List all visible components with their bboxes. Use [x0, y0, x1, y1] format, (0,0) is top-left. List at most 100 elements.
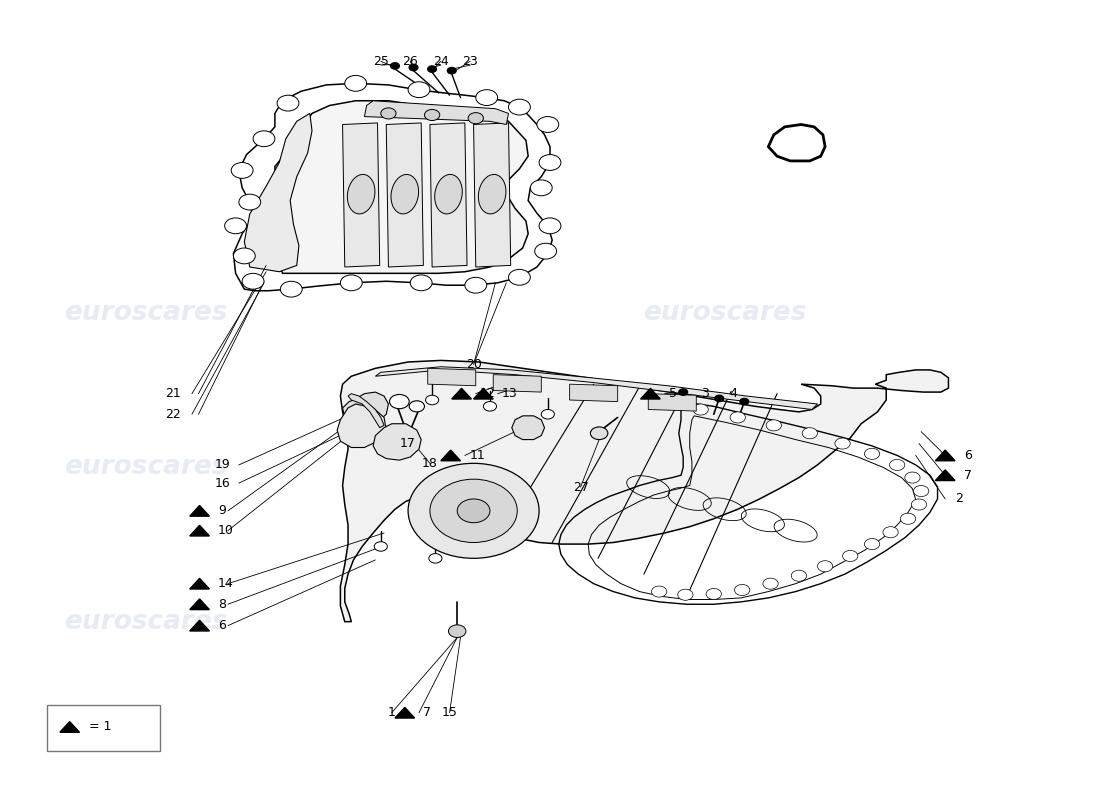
Text: 16: 16	[214, 477, 230, 490]
Circle shape	[766, 420, 781, 431]
Circle shape	[865, 448, 880, 459]
Polygon shape	[189, 578, 209, 589]
Circle shape	[381, 108, 396, 119]
Polygon shape	[342, 392, 388, 426]
Circle shape	[231, 162, 253, 178]
Text: 20: 20	[465, 358, 482, 371]
Circle shape	[429, 554, 442, 563]
Circle shape	[715, 395, 724, 402]
Polygon shape	[244, 114, 312, 272]
Circle shape	[735, 585, 750, 595]
Polygon shape	[640, 388, 660, 399]
Text: 11: 11	[470, 449, 485, 462]
Text: 6: 6	[964, 449, 971, 462]
Text: 10: 10	[218, 524, 234, 537]
Circle shape	[817, 561, 833, 572]
Polygon shape	[512, 416, 544, 439]
Polygon shape	[342, 123, 380, 267]
Text: 7: 7	[964, 469, 971, 482]
Text: 23: 23	[462, 54, 478, 68]
Polygon shape	[648, 394, 696, 411]
Polygon shape	[59, 722, 79, 732]
Text: 9: 9	[218, 504, 226, 518]
Text: 8: 8	[218, 598, 227, 610]
Text: 19: 19	[214, 458, 230, 471]
Circle shape	[706, 589, 722, 599]
Polygon shape	[570, 384, 618, 402]
Polygon shape	[373, 424, 421, 460]
Polygon shape	[375, 366, 817, 410]
Circle shape	[530, 180, 552, 196]
Text: 17: 17	[400, 437, 416, 450]
Circle shape	[541, 410, 554, 419]
Circle shape	[802, 428, 817, 438]
Polygon shape	[189, 620, 209, 631]
Circle shape	[448, 67, 456, 74]
Text: 7: 7	[424, 706, 431, 719]
Polygon shape	[395, 707, 415, 718]
Text: 21: 21	[165, 387, 182, 400]
Circle shape	[539, 218, 561, 234]
Text: 25: 25	[373, 54, 388, 68]
Text: 13: 13	[502, 387, 518, 400]
Ellipse shape	[390, 174, 419, 214]
Ellipse shape	[348, 174, 375, 214]
Circle shape	[835, 438, 850, 449]
Circle shape	[865, 538, 880, 550]
Circle shape	[539, 154, 561, 170]
Circle shape	[508, 99, 530, 115]
Circle shape	[483, 402, 496, 411]
Circle shape	[469, 113, 483, 124]
Polygon shape	[474, 123, 510, 267]
Circle shape	[537, 117, 559, 133]
Text: 26: 26	[403, 54, 418, 68]
Polygon shape	[430, 123, 468, 267]
Circle shape	[476, 90, 497, 106]
Circle shape	[224, 218, 246, 234]
Polygon shape	[364, 101, 508, 125]
Circle shape	[678, 590, 693, 600]
Circle shape	[277, 95, 299, 111]
Ellipse shape	[434, 174, 462, 214]
Text: 15: 15	[441, 706, 458, 719]
Polygon shape	[275, 101, 528, 274]
Circle shape	[508, 270, 530, 286]
Text: euroscares: euroscares	[64, 609, 228, 634]
FancyBboxPatch shape	[46, 705, 161, 750]
Circle shape	[890, 459, 905, 470]
Text: 24: 24	[433, 54, 449, 68]
Circle shape	[340, 275, 362, 290]
Circle shape	[651, 586, 667, 597]
Circle shape	[389, 394, 409, 409]
Text: euroscares: euroscares	[64, 454, 228, 480]
Polygon shape	[340, 361, 948, 622]
Circle shape	[242, 274, 264, 289]
Ellipse shape	[478, 174, 506, 214]
Circle shape	[426, 395, 439, 405]
Text: euroscares: euroscares	[642, 300, 806, 326]
Text: 27: 27	[573, 481, 588, 494]
Polygon shape	[474, 388, 493, 399]
Text: 4: 4	[729, 387, 737, 400]
Circle shape	[408, 463, 539, 558]
Text: 18: 18	[422, 457, 438, 470]
Polygon shape	[441, 450, 461, 461]
Text: euroscares: euroscares	[64, 300, 228, 326]
Circle shape	[280, 282, 302, 297]
Polygon shape	[935, 450, 955, 461]
Circle shape	[911, 499, 926, 510]
Polygon shape	[386, 123, 424, 267]
Circle shape	[374, 542, 387, 551]
Polygon shape	[189, 526, 209, 536]
Circle shape	[905, 472, 920, 483]
Circle shape	[843, 550, 858, 562]
Circle shape	[535, 243, 557, 259]
Circle shape	[410, 275, 432, 290]
Circle shape	[390, 62, 399, 69]
Circle shape	[465, 278, 486, 293]
Polygon shape	[935, 470, 955, 481]
Text: euroscares: euroscares	[642, 454, 806, 480]
Polygon shape	[452, 388, 472, 399]
Circle shape	[428, 66, 437, 72]
Circle shape	[679, 389, 688, 395]
